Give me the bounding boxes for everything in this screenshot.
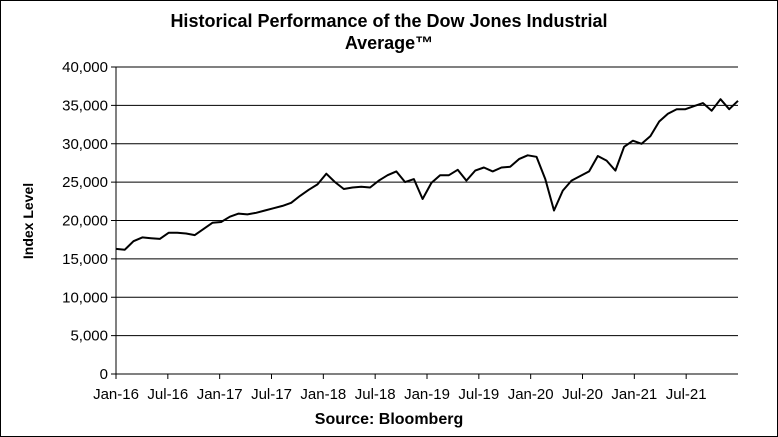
x-tick-label: Jul-20 — [562, 386, 603, 403]
x-tick-label: Jan-20 — [508, 386, 554, 403]
x-tick-label: Jul-17 — [251, 386, 292, 403]
series-line-dow-jones — [115, 98, 739, 251]
x-axis-ticks: Jan-16 Jul-16 Jan-17 Jul-17 Jan-18 Jul-18 Jan-… — [93, 374, 707, 403]
x-tick-label: Jan-18 — [300, 386, 346, 403]
y-tick-label: 20,000 — [62, 213, 108, 230]
chart-title-line2: Average™ — [344, 33, 434, 53]
chart-title: Historical Performance of the Dow Jones … — [0, 10, 778, 54]
y-axis-ticks: 0 5,000 10,000 15,000 20,000 25,000 30,000 35,0… — [62, 59, 116, 383]
x-tick-label: Jan-21 — [611, 386, 657, 403]
y-tick-label: 40,000 — [62, 59, 108, 76]
y-tick-label: 0 — [100, 366, 108, 383]
x-tick-label: Jan-17 — [197, 386, 243, 403]
y-tick-label: 10,000 — [62, 289, 108, 306]
chart-title-line1: Historical Performance of the Dow Jones … — [170, 11, 608, 31]
y-tick-label: 35,000 — [62, 97, 108, 114]
y-tick-label: 5,000 — [70, 328, 108, 345]
x-tick-label: Jan-16 — [93, 386, 139, 403]
x-tick-label: Jul-19 — [458, 386, 499, 403]
x-tick-label: Jan-19 — [404, 386, 450, 403]
source-note: Source: Bloomberg — [314, 411, 464, 428]
y-tick-label: 25,000 — [62, 174, 108, 191]
x-tick-label: Jul-18 — [355, 386, 396, 403]
x-tick-label: Jul-21 — [666, 386, 707, 403]
y-tick-label: 15,000 — [62, 251, 108, 268]
y-axis-label: Index Level — [20, 183, 36, 259]
gridlines — [116, 66, 738, 337]
y-tick-label: 30,000 — [62, 136, 108, 153]
x-tick-label: Jul-16 — [147, 386, 188, 403]
